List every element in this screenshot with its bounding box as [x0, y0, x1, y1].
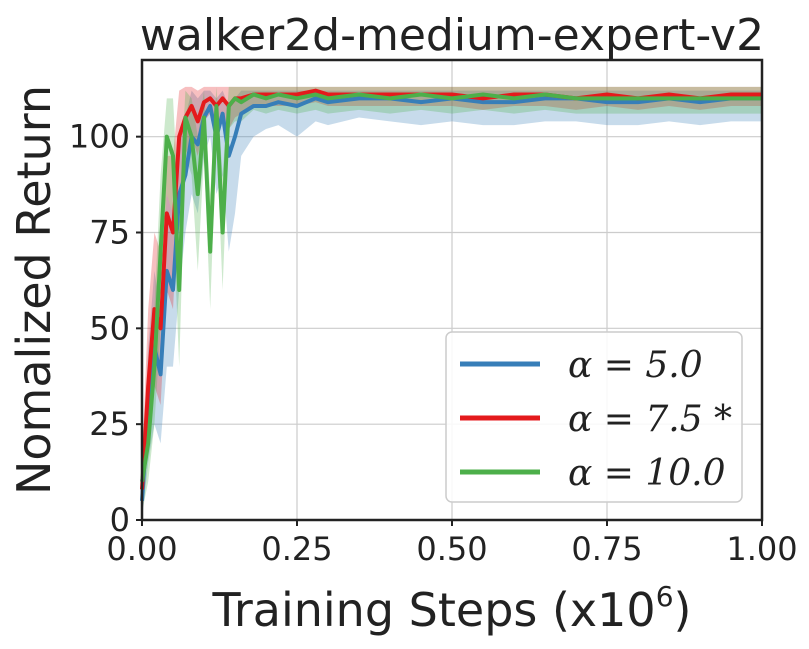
x-axis-label: Training Steps (x106) [212, 580, 692, 637]
x-tick-label: 0.50 [416, 530, 487, 568]
x-tick-label: 0.75 [571, 530, 642, 568]
x-tick-label: 0.00 [106, 530, 177, 568]
legend: α = 5.0 α = 7.5 * α = 10.0 [445, 331, 743, 503]
x-axis-label-superscript: 6 [656, 580, 674, 613]
legend-entry: α = 7.5 * [568, 399, 732, 440]
y-axis-label: Nomalized Return [7, 85, 61, 495]
y-tick-label: 50 [89, 309, 130, 347]
legend-entry: α = 5.0 [568, 345, 703, 386]
x-axis-label-close: ) [674, 583, 692, 637]
y-tick-label: 25 [89, 405, 130, 443]
chart-title: walker2d-medium-expert-v2 [140, 10, 764, 61]
x-tick-label: 0.25 [261, 530, 332, 568]
series-lines [140, 88, 762, 501]
legend-entry: α = 10.0 [568, 453, 726, 494]
x-axis-label-main: Training Steps (x10 [212, 583, 656, 637]
series-2-line [140, 92, 762, 482]
x-tick-label: 1.00 [726, 530, 797, 568]
ticks: 0.00 0.25 0.50 0.75 1.00 0 25 50 75 100 [69, 118, 798, 568]
y-tick-label: 0 [110, 501, 130, 539]
legend-box [445, 331, 743, 503]
y-tick-label: 100 [69, 118, 130, 156]
y-tick-label: 75 [89, 214, 130, 252]
